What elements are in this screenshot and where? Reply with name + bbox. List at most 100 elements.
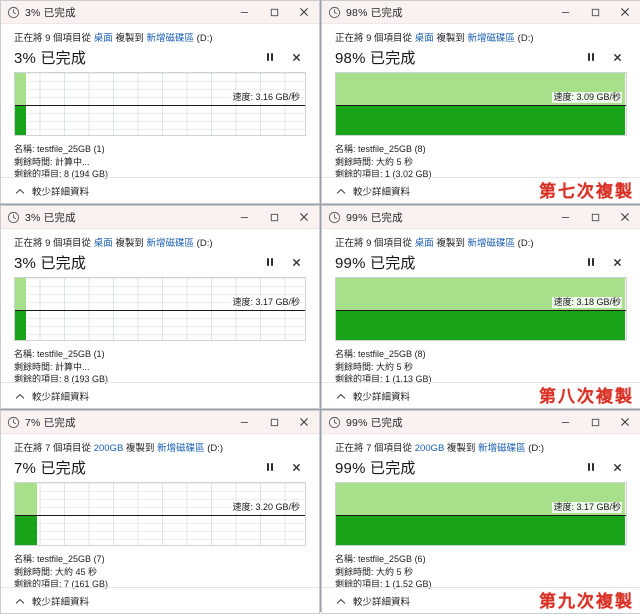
source-link[interactable]: 桌面 — [414, 33, 434, 44]
detail-items-remaining: 剩餘的項目: 1 (1.13 GB) — [335, 373, 627, 386]
maximize-icon[interactable] — [259, 206, 289, 228]
name-label: 名稱: — [335, 554, 356, 564]
pause-icon[interactable] — [583, 459, 599, 475]
transfer-details: 名稱: testfile_25GB (1) 剩餘時間: 計算中... 剩餘的項目… — [14, 143, 306, 181]
dialog-body: 正在將 7 個項目從 200GB 複製到 新增磁碟區 (D:) 7% 已完成 — [1, 434, 319, 613]
source-link[interactable]: 桌面 — [414, 238, 434, 249]
close-icon[interactable] — [289, 206, 319, 228]
clock-icon — [7, 211, 20, 224]
less-details-button[interactable]: 較少詳細資料 — [336, 594, 410, 608]
less-details-button[interactable]: 較少詳細資料 — [15, 594, 89, 608]
pause-icon[interactable] — [262, 254, 278, 270]
source-link[interactable]: 桌面 — [93, 33, 113, 44]
cancel-icon[interactable] — [609, 254, 625, 270]
less-details-button[interactable]: 較少詳細資料 — [336, 184, 410, 198]
destination-link[interactable]: 新增磁碟區 — [146, 238, 195, 249]
cancel-icon[interactable] — [609, 459, 625, 475]
close-icon[interactable] — [289, 1, 319, 23]
less-details-label: 較少詳細資料 — [32, 392, 90, 403]
detail-items-remaining: 剩餘的項目: 7 (161 GB) — [14, 578, 306, 591]
close-icon[interactable] — [610, 206, 640, 228]
cancel-icon[interactable] — [609, 49, 625, 65]
speed-readout: 速度: 3.17 GB/秒 — [231, 297, 301, 308]
less-details-button[interactable]: 較少詳細資料 — [15, 389, 89, 403]
maximize-icon[interactable] — [580, 411, 610, 433]
watermark-label: 第七次複製 — [539, 182, 634, 202]
less-details-button[interactable]: 較少詳細資料 — [336, 389, 410, 403]
source-link[interactable]: 桌面 — [93, 238, 113, 249]
detail-time-remaining: 剩餘時間: 計算中... — [14, 361, 306, 374]
detail-name: 名稱: testfile_25GB (8) — [335, 143, 627, 156]
copy-headline: 正在將 9 個項目從 桌面 複製到 新增磁碟區 (D:) — [335, 32, 627, 45]
chevron-up-icon — [15, 393, 25, 400]
detail-name: 名稱: testfile_25GB (1) — [14, 348, 306, 361]
minimize-icon[interactable] — [229, 206, 259, 228]
time-value: 大約 5 秒 — [376, 361, 414, 372]
pause-icon[interactable] — [262, 459, 278, 475]
title-bar[interactable]: 99% 已完成 — [322, 411, 640, 434]
pause-icon[interactable] — [583, 254, 599, 270]
transfer-actions — [583, 459, 627, 475]
items-label: 剩餘的項目: — [335, 579, 383, 589]
headline-middle: 複製到 — [446, 443, 476, 454]
minimize-icon[interactable] — [550, 206, 580, 228]
detail-name: 名稱: testfile_25GB (6) — [335, 553, 627, 566]
detail-items-remaining: 剩餘的項目: 8 (193 GB) — [14, 373, 306, 386]
detail-time-remaining: 剩餘時間: 大約 5 秒 — [335, 361, 627, 374]
detail-time-remaining: 剩餘時間: 大約 5 秒 — [335, 566, 627, 579]
destination-link[interactable]: 新增磁碟區 — [467, 33, 516, 44]
graph-gridlines — [15, 278, 305, 340]
cancel-icon[interactable] — [288, 49, 304, 65]
minimize-icon[interactable] — [550, 1, 580, 23]
less-details-button[interactable]: 較少詳細資料 — [15, 184, 89, 198]
close-icon[interactable] — [289, 411, 319, 433]
pause-icon[interactable] — [262, 49, 278, 65]
detail-name: 名稱: testfile_25GB (1) — [14, 143, 306, 156]
time-value: 大約 5 秒 — [376, 156, 414, 167]
title-bar[interactable]: 7% 已完成 — [1, 411, 319, 434]
dialog-footer: 較少詳細資料 — [1, 382, 319, 408]
window-controls — [550, 206, 640, 228]
minimize-icon[interactable] — [229, 1, 259, 23]
less-details-label: 較少詳細資料 — [353, 392, 411, 403]
cancel-icon[interactable] — [288, 254, 304, 270]
items-value: 1 (3.02 GB) — [385, 169, 432, 179]
dialog-footer: 較少詳細資料 — [322, 177, 640, 203]
maximize-icon[interactable] — [580, 1, 610, 23]
title-bar[interactable]: 99% 已完成 — [322, 206, 640, 229]
cancel-icon[interactable] — [288, 459, 304, 475]
progress-row: 3% 已完成 — [14, 251, 306, 273]
headline-middle: 複製到 — [436, 238, 465, 249]
less-details-label: 較少詳細資料 — [32, 597, 90, 608]
headline-prefix: 正在將 7 個項目從 — [335, 443, 413, 454]
title-bar[interactable]: 3% 已完成 — [1, 206, 319, 229]
title-bar[interactable]: 3% 已完成 — [1, 1, 319, 24]
speed-readout: 速度: 3.17 GB/秒 — [552, 502, 622, 513]
graph-axis-line — [336, 515, 626, 516]
maximize-icon[interactable] — [580, 206, 610, 228]
pause-icon[interactable] — [583, 49, 599, 65]
destination-link[interactable]: 新增磁碟區 — [157, 443, 205, 454]
clock-icon — [328, 416, 341, 429]
watermark-label: 第八次複製 — [539, 387, 634, 407]
transfer-details: 名稱: testfile_25GB (8) 剩餘時間: 大約 5 秒 剩餘的項目… — [335, 143, 627, 181]
title-bar[interactable]: 98% 已完成 — [322, 1, 640, 24]
maximize-icon[interactable] — [259, 1, 289, 23]
throughput-graph: 速度: 3.18 GB/秒 — [335, 277, 627, 341]
source-link[interactable]: 200GB — [414, 443, 445, 454]
close-icon[interactable] — [610, 411, 640, 433]
close-icon[interactable] — [610, 1, 640, 23]
minimize-icon[interactable] — [229, 411, 259, 433]
items-label: 剩餘的項目: — [14, 374, 62, 384]
destination-link[interactable]: 新增磁碟區 — [478, 443, 526, 454]
minimize-icon[interactable] — [550, 411, 580, 433]
graph-lower-fill — [15, 515, 37, 545]
destination-link[interactable]: 新增磁碟區 — [467, 238, 516, 249]
headline-prefix: 正在將 9 個項目從 — [335, 238, 413, 249]
source-link[interactable]: 200GB — [93, 443, 124, 454]
detail-name: 名稱: testfile_25GB (7) — [14, 553, 306, 566]
name-label: 名稱: — [14, 554, 35, 564]
destination-link[interactable]: 新增磁碟區 — [146, 33, 195, 44]
maximize-icon[interactable] — [259, 411, 289, 433]
